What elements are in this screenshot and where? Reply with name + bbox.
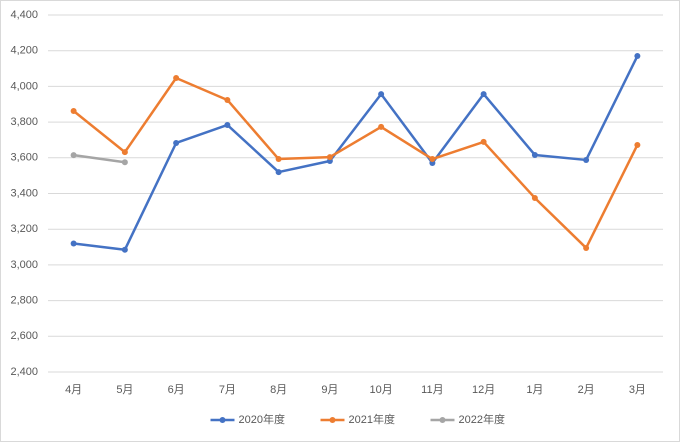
y-tick-label: 3,000 bbox=[10, 259, 38, 271]
y-tick-label: 3,200 bbox=[10, 223, 38, 235]
data-point bbox=[224, 121, 231, 128]
x-tick-label: 12月 bbox=[472, 384, 495, 396]
data-point bbox=[583, 156, 590, 163]
y-tick-label: 3,400 bbox=[10, 187, 38, 199]
data-point bbox=[121, 149, 128, 156]
y-tick-label: 4,200 bbox=[10, 45, 38, 57]
data-point bbox=[121, 159, 128, 166]
y-tick-label: 3,600 bbox=[10, 152, 38, 164]
y-tick-label: 3,800 bbox=[10, 116, 38, 128]
x-tick-label: 4月 bbox=[65, 384, 82, 396]
data-point bbox=[70, 240, 77, 247]
x-tick-label: 1月 bbox=[526, 384, 543, 396]
x-tick-label: 8月 bbox=[270, 384, 287, 396]
series-line bbox=[73, 55, 639, 251]
x-tick-label: 2月 bbox=[578, 384, 595, 396]
x-tick-label: 6月 bbox=[168, 384, 185, 396]
legend-marker bbox=[439, 417, 446, 423]
data-point bbox=[634, 53, 641, 60]
data-point bbox=[480, 91, 487, 98]
legend-label: 2020年度 bbox=[239, 412, 285, 426]
data-point bbox=[121, 246, 128, 253]
y-tick-label: 2,400 bbox=[10, 366, 38, 378]
data-point bbox=[378, 91, 385, 98]
x-tick-label: 10月 bbox=[370, 384, 393, 396]
legend-marker bbox=[219, 417, 226, 423]
data-point bbox=[173, 75, 180, 82]
data-point bbox=[531, 151, 538, 158]
series-line bbox=[73, 153, 126, 164]
y-tick-label: 2,600 bbox=[10, 330, 38, 342]
data-point bbox=[634, 141, 641, 148]
y-tick-label: 4,000 bbox=[10, 80, 38, 92]
data-point bbox=[275, 156, 282, 163]
data-point bbox=[224, 96, 231, 103]
legend-label: 2022年度 bbox=[459, 412, 505, 426]
x-tick-label: 7月 bbox=[219, 384, 236, 396]
data-point bbox=[326, 154, 333, 161]
data-point bbox=[275, 169, 282, 176]
series-line bbox=[72, 76, 639, 250]
x-tick-label: 11月 bbox=[421, 384, 443, 396]
y-tick-label: 2,800 bbox=[10, 295, 38, 307]
data-point bbox=[378, 123, 385, 130]
x-tick-label: 9月 bbox=[321, 384, 338, 396]
data-point bbox=[173, 139, 180, 146]
data-point bbox=[429, 156, 436, 163]
data-point bbox=[583, 244, 590, 251]
legend-marker bbox=[329, 417, 336, 423]
data-point bbox=[70, 108, 77, 115]
x-tick-label: 3月 bbox=[629, 384, 646, 396]
data-point bbox=[531, 194, 538, 201]
x-tick-label: 5月 bbox=[116, 384, 133, 396]
data-point bbox=[480, 138, 487, 145]
data-point bbox=[70, 152, 77, 159]
legend-label: 2021年度 bbox=[349, 412, 395, 426]
y-tick-label: 4,400 bbox=[10, 9, 38, 21]
